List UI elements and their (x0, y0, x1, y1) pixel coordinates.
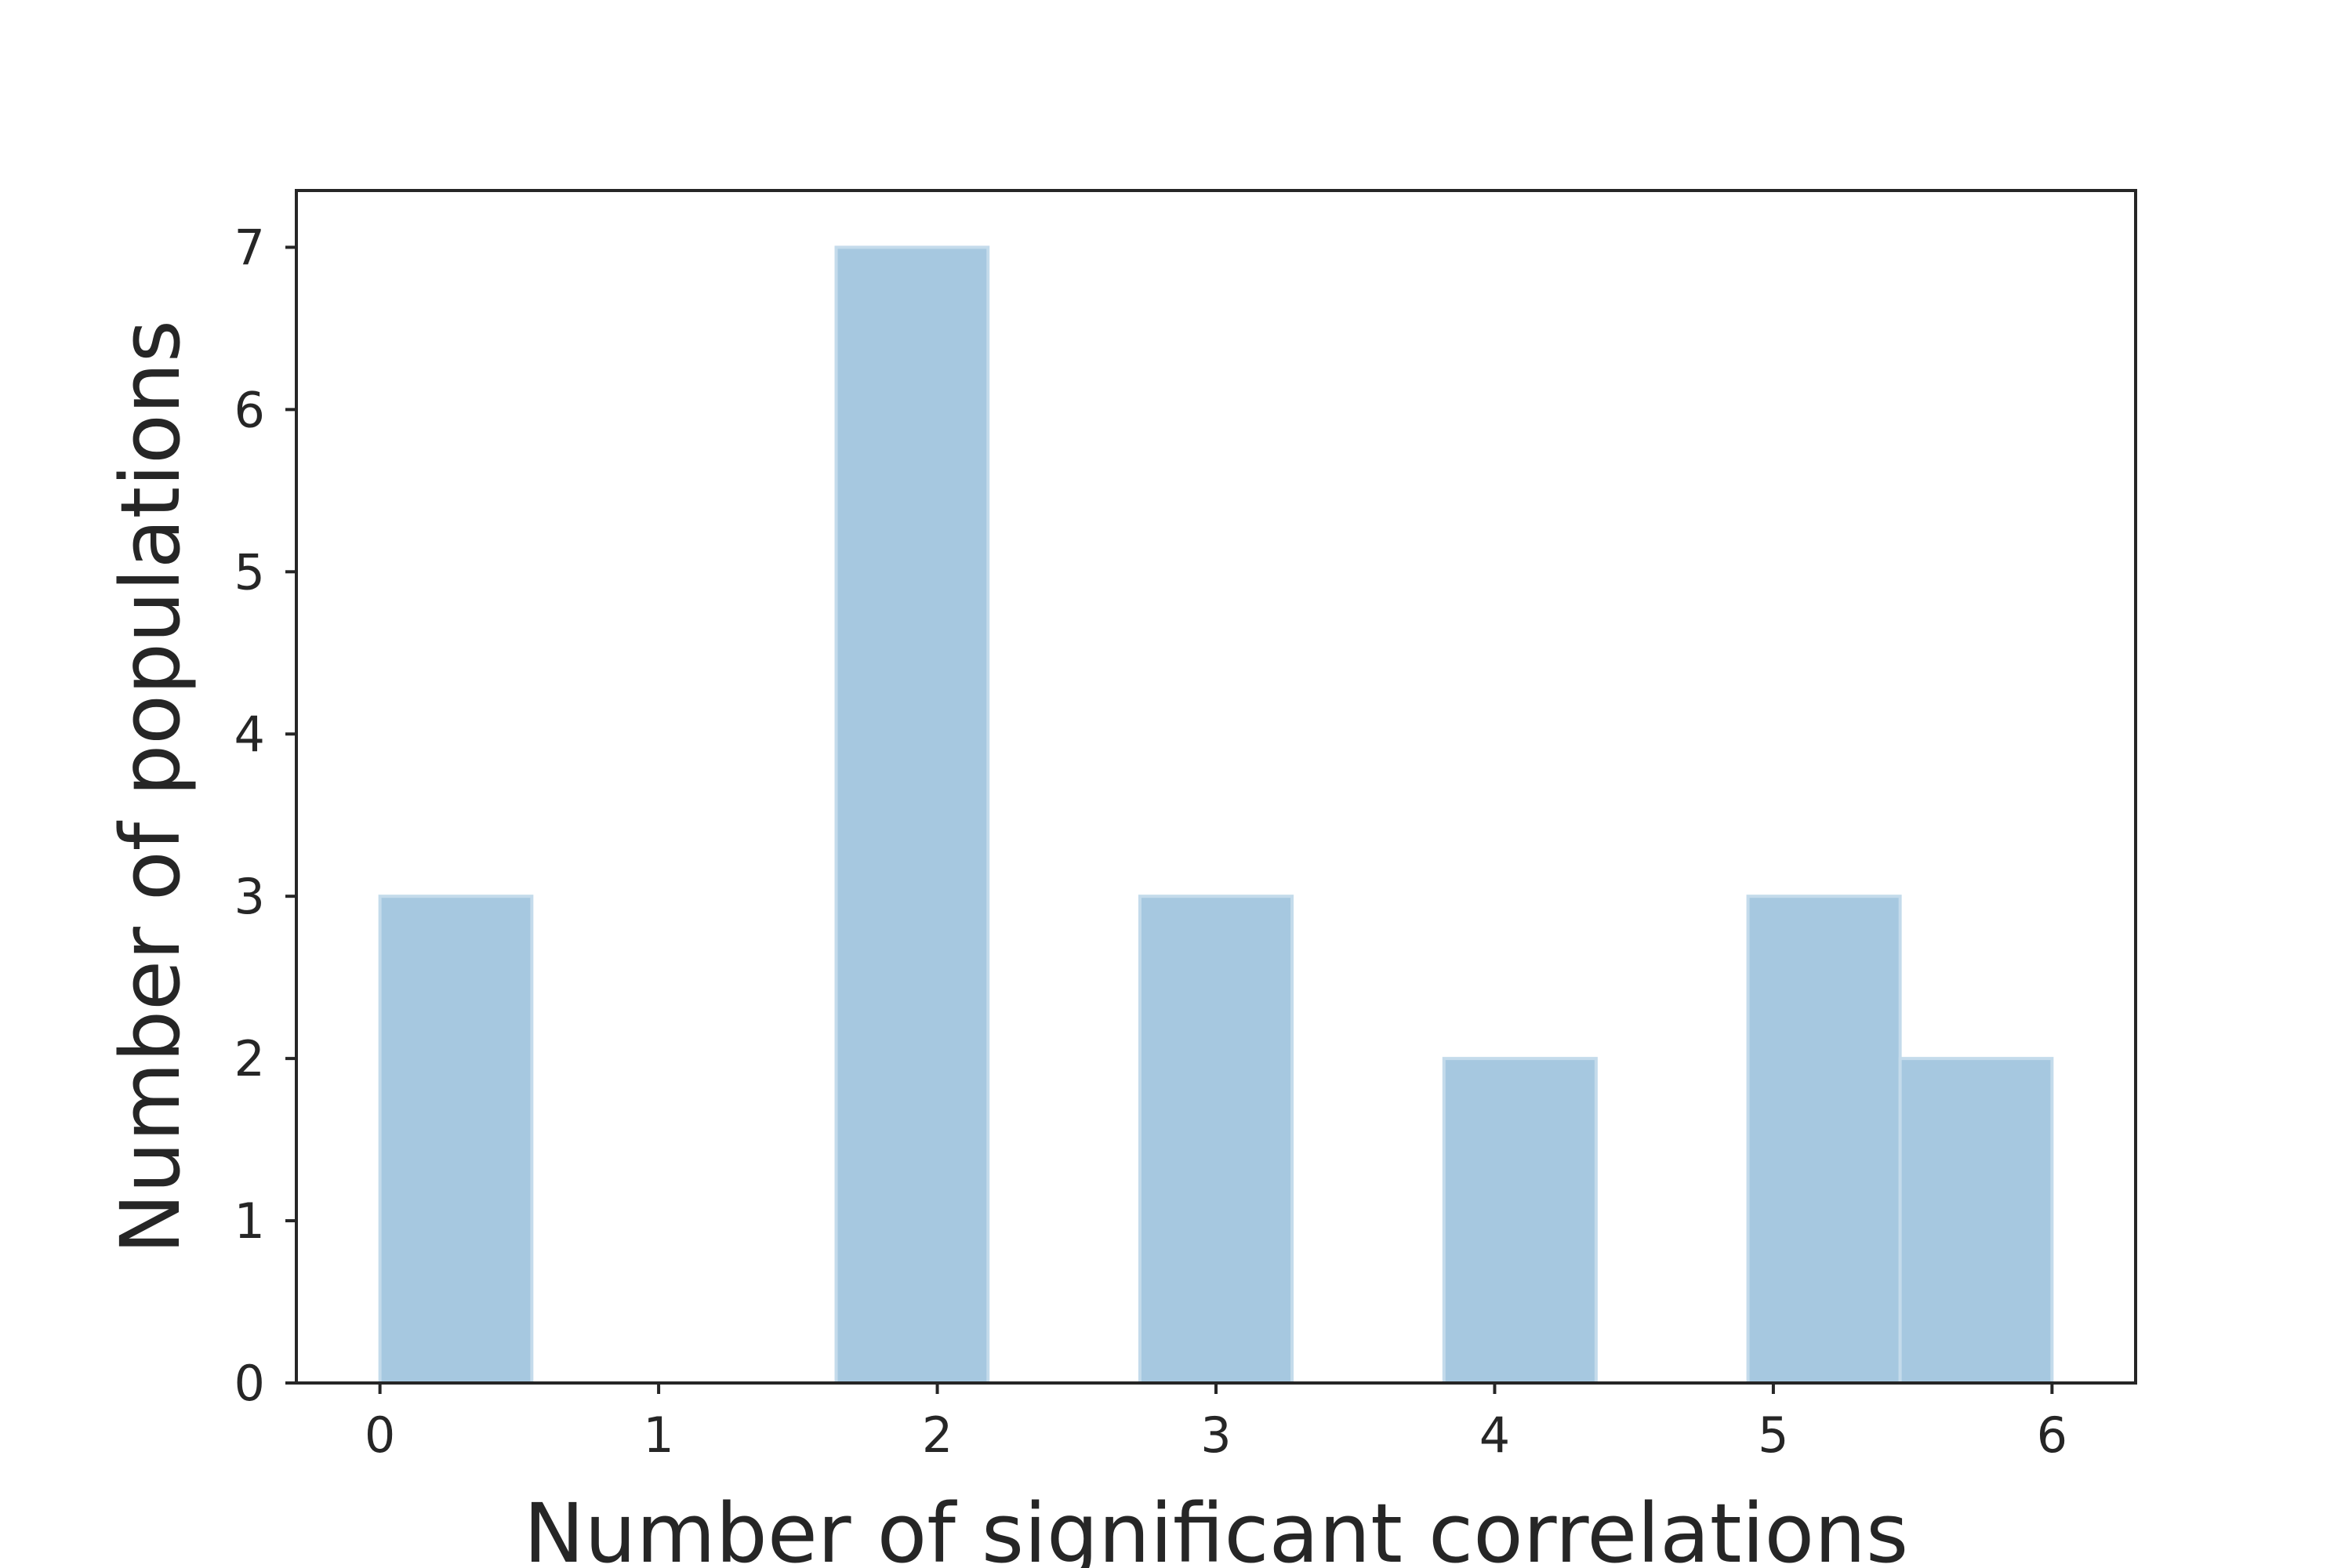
y-axis-ticks: 0 1 2 3 4 5 6 7 (234, 219, 296, 1412)
x-axis-label: Number of significant correlations (524, 1486, 1908, 1568)
x-tick-label-1: 1 (643, 1406, 673, 1464)
y-tick-label-4: 4 (234, 706, 265, 763)
histogram-bar-0 (378, 895, 534, 1385)
x-axis-ticks: 0 1 2 3 4 5 6 (365, 1383, 2067, 1464)
y-tick-label-6: 6 (234, 381, 265, 438)
histogram-bar-5 (1898, 1057, 2054, 1385)
y-tick-label-0: 0 (234, 1355, 265, 1412)
bars-group (378, 245, 2054, 1385)
x-tick-label-4: 4 (1479, 1406, 1510, 1464)
x-tick-label-5: 5 (1758, 1406, 1788, 1464)
x-tick-label-2: 2 (922, 1406, 953, 1464)
y-axis-label: Number of populations (103, 320, 198, 1254)
histogram-bar-4 (1746, 895, 1902, 1385)
y-tick-label-3: 3 (234, 868, 265, 925)
histogram-bar-3 (1442, 1057, 1598, 1385)
y-tick-label-7: 7 (234, 219, 265, 276)
histogram-bar-2 (1138, 895, 1294, 1385)
x-tick-label-6: 6 (2037, 1406, 2067, 1464)
x-tick-label-0: 0 (365, 1406, 395, 1464)
x-tick-label-3: 3 (1200, 1406, 1231, 1464)
y-tick-label-5: 5 (234, 543, 265, 601)
histogram-bar-1 (834, 245, 990, 1385)
y-tick-label-1: 1 (234, 1192, 265, 1250)
y-tick-label-2: 2 (234, 1030, 265, 1087)
